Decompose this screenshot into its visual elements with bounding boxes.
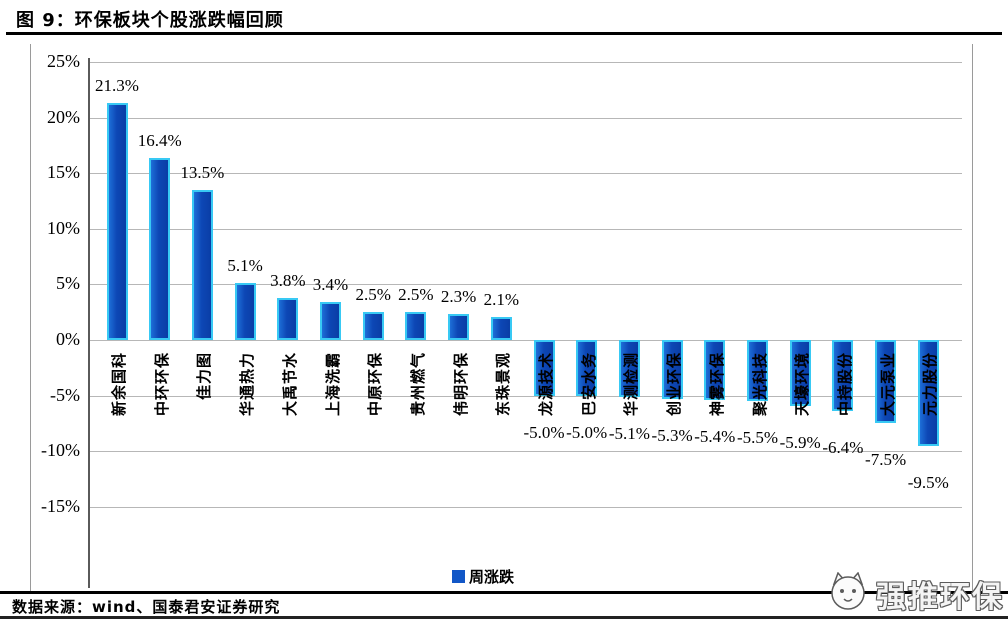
bar-value-label: -5.0% <box>523 422 565 442</box>
bar <box>106 103 128 340</box>
x-category-label: 中持股份 <box>835 351 854 416</box>
bar-value-label: -5.9% <box>779 432 821 452</box>
x-category-label: 巴安水务 <box>579 351 598 416</box>
bar-value-label: -7.5% <box>865 450 907 470</box>
y-tick-label: 10% <box>47 217 80 238</box>
bar-value-label: -5.0% <box>566 422 608 442</box>
gridline <box>88 451 962 453</box>
x-category-label: 神雾环保 <box>707 351 726 416</box>
bar-value-label: 2.5% <box>355 285 391 305</box>
watermark: 强推环保 <box>826 571 1004 616</box>
bar-value-label: 13.5% <box>180 162 225 182</box>
bar <box>875 340 897 424</box>
x-category-label: 龙源技术 <box>537 351 555 416</box>
x-category-label: 创业环保 <box>665 351 684 416</box>
title-underline <box>6 32 1002 35</box>
bar-value-label: 2.3% <box>440 287 477 307</box>
legend-label: 周涨跌 <box>469 568 515 586</box>
bar <box>704 340 726 401</box>
cat-face-icon <box>826 571 870 616</box>
legend: 周涨跌 <box>452 566 514 587</box>
bar <box>191 189 213 340</box>
x-category-label: 大元泵业 <box>878 351 897 416</box>
x-category-label: 上海洗霸 <box>323 351 342 416</box>
bar-value-label: -5.5% <box>736 428 779 448</box>
gridline <box>88 284 962 286</box>
bar <box>448 314 470 340</box>
bar <box>320 302 341 340</box>
x-category-label: 中环环保 <box>152 351 171 416</box>
gridline <box>88 395 962 397</box>
y-tick-label: 15% <box>47 162 80 183</box>
gridline <box>88 340 962 341</box>
x-category-label: 东珠景观 <box>494 351 513 416</box>
bar <box>149 157 171 340</box>
y-axis-line <box>88 58 90 588</box>
gridline <box>88 117 962 119</box>
y-tick-label: -10% <box>41 440 80 461</box>
source-note: 数据来源：wind、国泰君安证券研究 <box>12 598 281 616</box>
x-category-label: 贵州燃气 <box>408 351 427 416</box>
bar-value-label: -6.4% <box>822 438 864 458</box>
right-border <box>972 44 973 592</box>
y-tick-label: 25% <box>47 51 80 71</box>
x-category-label: 新余国科 <box>110 351 128 416</box>
bar-value-label: -5.4% <box>694 427 736 447</box>
bar-value-label: 21.3% <box>95 76 139 96</box>
bar-value-label: 2.1% <box>483 289 519 309</box>
bar-value-label: -5.3% <box>651 425 693 445</box>
bar-value-label: 3.8% <box>270 270 306 290</box>
left-border <box>30 44 31 592</box>
bar-value-label: -5.1% <box>608 423 650 443</box>
bar <box>747 340 768 402</box>
bar <box>234 283 256 340</box>
bar <box>832 340 854 412</box>
x-category-label: 元力股份 <box>921 351 940 416</box>
y-tick-label: 0% <box>56 329 80 349</box>
watermark-text: 强推环保 <box>876 580 1004 615</box>
x-category-label: 伟明环保 <box>451 351 470 416</box>
bar-value-label: 2.5% <box>398 285 434 305</box>
bar-value-label: 16.4% <box>137 130 182 150</box>
gridline <box>88 228 962 230</box>
gridline <box>88 62 962 63</box>
bar-value-label: -9.5% <box>907 472 949 492</box>
x-category-label: 大禹节水 <box>280 351 299 416</box>
y-tick-label: 5% <box>56 273 80 294</box>
y-tick-label: 20% <box>47 106 80 127</box>
bar-value-label: 3.4% <box>312 275 349 295</box>
x-category-label: 华测检测 <box>622 351 641 416</box>
bar <box>661 340 683 399</box>
gridline <box>88 506 962 508</box>
bar <box>405 312 427 340</box>
bottom-rule <box>0 591 1008 594</box>
y-tick-label: -15% <box>41 495 80 516</box>
bar <box>576 340 598 396</box>
bar <box>362 312 384 340</box>
legend-swatch-icon <box>452 570 465 583</box>
x-category-label: 佳力图 <box>195 351 214 400</box>
gridline <box>88 173 962 175</box>
bar <box>917 340 939 446</box>
figure-title: 图 9：环保板块个股涨跌幅回顾 <box>16 10 284 31</box>
bar <box>789 340 811 406</box>
y-tick-label: -5% <box>50 384 80 405</box>
bar-value-label: 5.1% <box>227 256 263 276</box>
x-category-label: 华通热力 <box>238 351 257 416</box>
bar <box>490 316 512 340</box>
footer-rule <box>0 616 1008 619</box>
bar <box>533 340 555 396</box>
bar <box>277 297 299 340</box>
x-category-label: 中原环保 <box>366 351 385 416</box>
bar <box>618 340 640 397</box>
x-category-label: 聚光科技 <box>750 351 769 416</box>
x-category-label: 天壕环境 <box>793 351 812 416</box>
